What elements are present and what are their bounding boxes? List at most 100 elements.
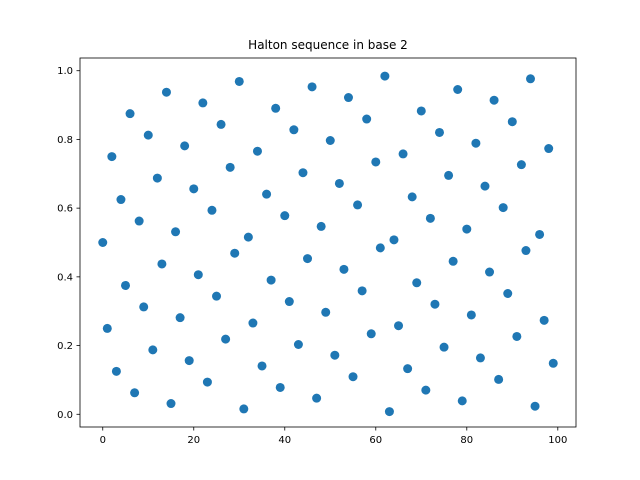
data-point [321,307,331,317]
data-point [334,178,344,188]
y-axis: 0.0 0.2 0.4 0.6 0.8 1.0 [57,66,80,421]
data-point [444,170,454,180]
data-point [498,203,508,213]
data-point [121,280,130,290]
data-point [357,286,367,296]
data-point [289,125,299,135]
data-point [271,103,281,113]
data-point [225,162,235,172]
data-point [280,211,290,221]
data-point [453,85,463,94]
y-tick-label: 1.0 [57,66,73,77]
data-point [548,358,558,368]
data-point [303,254,313,264]
data-point [421,385,431,395]
data-point [207,205,217,215]
data-point [239,404,249,414]
data-point [316,221,326,231]
data-point [384,407,394,417]
x-tick-label: 20 [187,435,200,446]
x-tick-label: 80 [460,435,473,446]
y-tick-label: 0.0 [57,410,73,421]
data-point [507,117,517,127]
data-point [535,229,545,239]
chart-title: Halton sequence in base 2 [248,38,408,52]
data-point [362,114,372,124]
data-point [175,313,185,323]
data-point [139,302,149,312]
data-point [544,144,554,154]
data-point [353,200,363,210]
data-point [407,192,417,202]
data-point [221,334,231,344]
plot-frame [79,57,577,428]
data-point [202,377,212,387]
data-point [412,278,422,288]
y-tick-label: 0.2 [57,341,73,352]
y-tick-label: 0.8 [57,135,73,146]
data-point [307,82,317,92]
data-point [111,366,121,376]
data-point [234,76,244,86]
data-point [257,361,267,371]
data-point [189,184,199,194]
y-tick-label: 0.6 [57,204,73,215]
data-point [494,374,504,384]
data-point [266,275,276,285]
data-point [343,93,353,103]
data-point [298,168,308,178]
data-point [403,364,413,374]
data-point [471,138,481,148]
data-point [480,181,490,191]
data-point [526,74,535,84]
data-point [430,299,440,309]
data-point [330,350,340,360]
x-tick-label: 0 [100,435,106,446]
data-point [448,256,458,266]
data-point [248,318,258,328]
data-point [157,259,167,269]
data-point [394,321,404,331]
y-tick-label: 0.4 [57,272,73,283]
data-point [102,323,112,333]
data-point [252,146,262,156]
x-tick-label: 40 [278,435,291,446]
data-point [180,141,190,151]
data-point [125,109,135,119]
data-point [184,356,194,366]
data-point [243,232,253,242]
data-point [216,119,226,129]
x-axis: 0 20 40 60 80 100 [100,427,567,446]
x-tick-label: 100 [548,435,567,446]
data-point [116,195,126,205]
data-point [503,289,513,298]
data-point [134,216,144,226]
data-point [98,238,108,247]
data-point [348,372,358,382]
data-point [143,130,153,140]
data-point [457,396,467,406]
data-point [161,87,171,97]
data-points [98,71,558,417]
data-point [380,71,390,81]
data-point [339,264,349,274]
data-point [293,340,303,349]
data-point [366,329,376,339]
data-point [489,95,499,105]
data-point [485,267,495,277]
data-point [516,160,526,170]
data-point [107,152,117,162]
data-point [475,353,485,363]
data-point [262,189,272,199]
data-point [371,157,381,167]
data-point [434,127,444,137]
data-point [512,331,522,341]
data-point [312,393,322,403]
data-point [212,291,222,301]
data-point [130,388,140,398]
data-point [230,248,240,258]
data-point [530,401,540,411]
data-point [521,246,531,256]
data-point [398,149,408,159]
